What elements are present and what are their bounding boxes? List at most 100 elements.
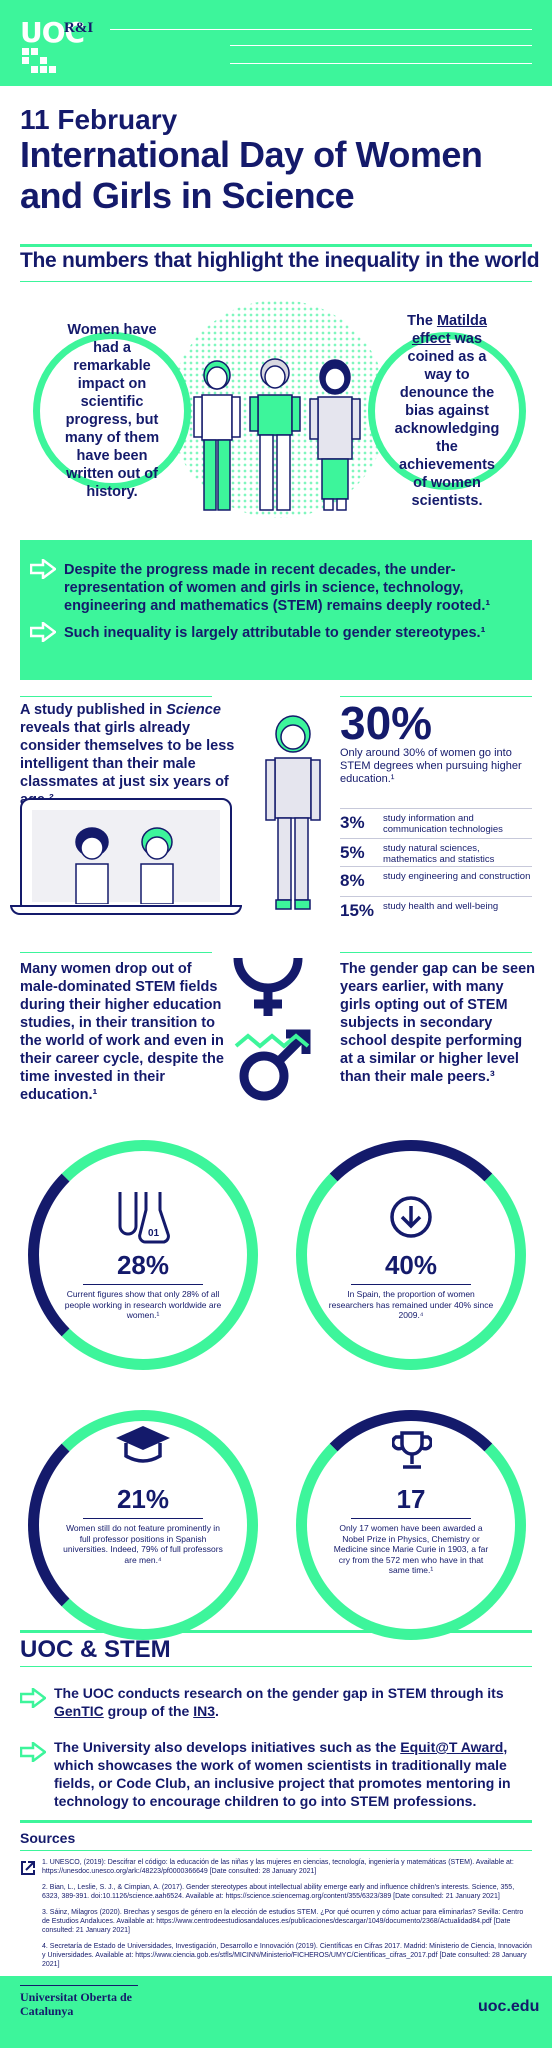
bubble-right-pre: The: [407, 313, 437, 329]
stat-row: 8% study engineering and construction: [340, 866, 532, 894]
graduation-cap-icon: [116, 1426, 170, 1463]
in3-link[interactable]: IN3: [193, 1703, 216, 1719]
stat-big: 17: [396, 1484, 426, 1514]
footer-university-name: Universitat Oberta de Catalunya: [20, 1990, 132, 2018]
header-line: [230, 63, 532, 64]
stat-row-value: 15%: [340, 901, 375, 920]
footer-line: [20, 1985, 138, 1986]
study-pre: A study published in: [20, 702, 167, 718]
source-item: 4. Secretaría de Estado de Universidades…: [42, 1943, 532, 1968]
uoc-item-1-post: .: [215, 1703, 219, 1719]
header-line: [230, 45, 532, 46]
header-bar: [0, 0, 552, 86]
uoc-item-2-pre: The University also develops initiatives…: [54, 1739, 401, 1755]
stat-row-label: study health and well-being: [383, 901, 499, 912]
stat-40: 40% In Spain, the proportion of women re…: [328, 1250, 494, 1321]
uoc-item-2-post: , which showcases the work of women scie…: [54, 1739, 511, 1809]
section-subtitle: The numbers that highlight the inequalit…: [20, 249, 540, 272]
uoc-logo: UOC: [20, 16, 85, 49]
source-item: 2. Bian, L., Leslie, S. J., & Cimpian, A…: [42, 1884, 515, 1900]
title-date: 11 February: [20, 104, 178, 135]
stat-28: 28% Current figures show that only 28% o…: [60, 1250, 226, 1321]
bubble-right-text: The Matilda effect was coined as a way t…: [395, 312, 500, 510]
band-item-2: Such inequality is largely attributable …: [64, 625, 486, 641]
divider: [20, 1630, 532, 1633]
stat-divider: [83, 1518, 203, 1519]
flask-label: 01: [148, 1228, 160, 1239]
laptop-base: [10, 905, 242, 915]
uoc-item-2: The University also develops initiatives…: [54, 1738, 524, 1810]
divider: [20, 244, 532, 247]
study-journal: Science: [166, 702, 221, 718]
stat-desc: In Spain, the proportion of women resear…: [328, 1289, 494, 1320]
stat-desc: Only 17 women have been awarded a Nobel …: [333, 1523, 489, 1575]
stat-desc: Women still do not feature prominently i…: [63, 1523, 223, 1565]
stat-row: 5% study natural sciences, mathematics a…: [340, 838, 532, 866]
stat-divider: [83, 1284, 203, 1285]
download-circle-icon: [390, 1196, 432, 1238]
gender-symbols-icon: [233, 957, 311, 1101]
divider: [20, 952, 212, 953]
stat-big: 28%: [116, 1250, 170, 1280]
woman-illustration: [265, 715, 321, 910]
uoc-stem-title: UOC & STEM: [20, 1636, 171, 1663]
equitat-award-link[interactable]: Equit@T Award: [400, 1739, 504, 1755]
bubble-right: The Matilda effect was coined as a way t…: [368, 313, 526, 509]
source-item: 1. UNESCO, (2019): Descifrar el código: …: [42, 1859, 514, 1875]
stat-big: 40%: [384, 1250, 438, 1280]
stat-ring: [296, 1410, 526, 1640]
uoc-item-1-pre: The UOC conducts research on the gender …: [54, 1685, 504, 1701]
band-item-1: Despite the progress made in recent deca…: [64, 562, 491, 614]
divider: [20, 1850, 532, 1851]
sources-title: Sources: [20, 1830, 76, 1846]
footer-website-link[interactable]: uoc.edu: [478, 1998, 540, 2015]
stat-21: 21% Women still do not feature prominent…: [60, 1484, 226, 1565]
dropout-text: Many women drop out of male-dominated ST…: [20, 961, 224, 1103]
stat-row-value: 5%: [340, 843, 365, 862]
bubble-left-text: Women have had a remarkable impact on sc…: [64, 322, 160, 500]
bubble-left: Women have had a remarkable impact on sc…: [33, 322, 191, 500]
stat-row-label: study engineering and construction: [383, 871, 531, 882]
laptop-illustration: [20, 798, 232, 914]
study-post: reveals that girls already consider them…: [20, 720, 235, 808]
header-line: [110, 29, 532, 30]
stat-row-value: 8%: [340, 871, 365, 890]
stat-desc: Current figures show that only 28% of al…: [64, 1289, 222, 1320]
stat-row: 15% study health and well-being: [340, 896, 532, 924]
matilda-effect-link[interactable]: Matilda effect: [411, 313, 487, 347]
stat-row: 3% study information and communication t…: [340, 808, 532, 836]
stat-divider: [351, 1284, 471, 1285]
divider: [20, 1820, 532, 1823]
stat-ring: [28, 1140, 258, 1370]
gender-gap-text: The gender gap can be seen years earlier…: [340, 961, 535, 1085]
source-item: 3. Sáinz, Milagros (2020). Brechas y ses…: [42, 1909, 524, 1934]
stat-row-label: study natural sciences, mathematics and …: [383, 843, 495, 865]
scientists-illustration: [193, 358, 361, 511]
divider: [20, 281, 532, 282]
page-title: International Day of Women and Girls in …: [20, 134, 483, 216]
divider: [20, 1666, 532, 1667]
stat-30-text: Only around 30% of women go into STEM de…: [340, 747, 522, 785]
divider: [340, 952, 532, 953]
arrow-right-icon: [30, 622, 56, 642]
stat-divider: [351, 1518, 471, 1519]
arrow-right-icon: [20, 1688, 46, 1708]
external-link-icon: [21, 1861, 35, 1875]
gentic-link[interactable]: GenTIC: [54, 1703, 104, 1719]
arrow-right-icon: [20, 1742, 46, 1762]
footer-bar: [0, 1976, 552, 2048]
stat-30-percent: 30%: [340, 697, 433, 749]
ri-logo-suffix: R&I: [64, 20, 94, 36]
trophy-icon: [392, 1431, 432, 1469]
divider: [20, 696, 212, 697]
stat-17: 17 Only 17 women have been awarded a Nob…: [328, 1484, 494, 1576]
divider: [340, 696, 532, 697]
stat-big: 21%: [116, 1484, 170, 1514]
uoc-item-1-mid: group of the: [103, 1703, 194, 1719]
stat-row-value: 3%: [340, 813, 365, 832]
bubble-right-post: was coined as a way to denounce the bias…: [394, 331, 500, 509]
flasks-icon: 01: [118, 1192, 170, 1244]
uoc-item-1: The UOC conducts research on the gender …: [54, 1684, 524, 1720]
stat-ring: [296, 1140, 526, 1370]
key-facts-band: [20, 540, 532, 680]
